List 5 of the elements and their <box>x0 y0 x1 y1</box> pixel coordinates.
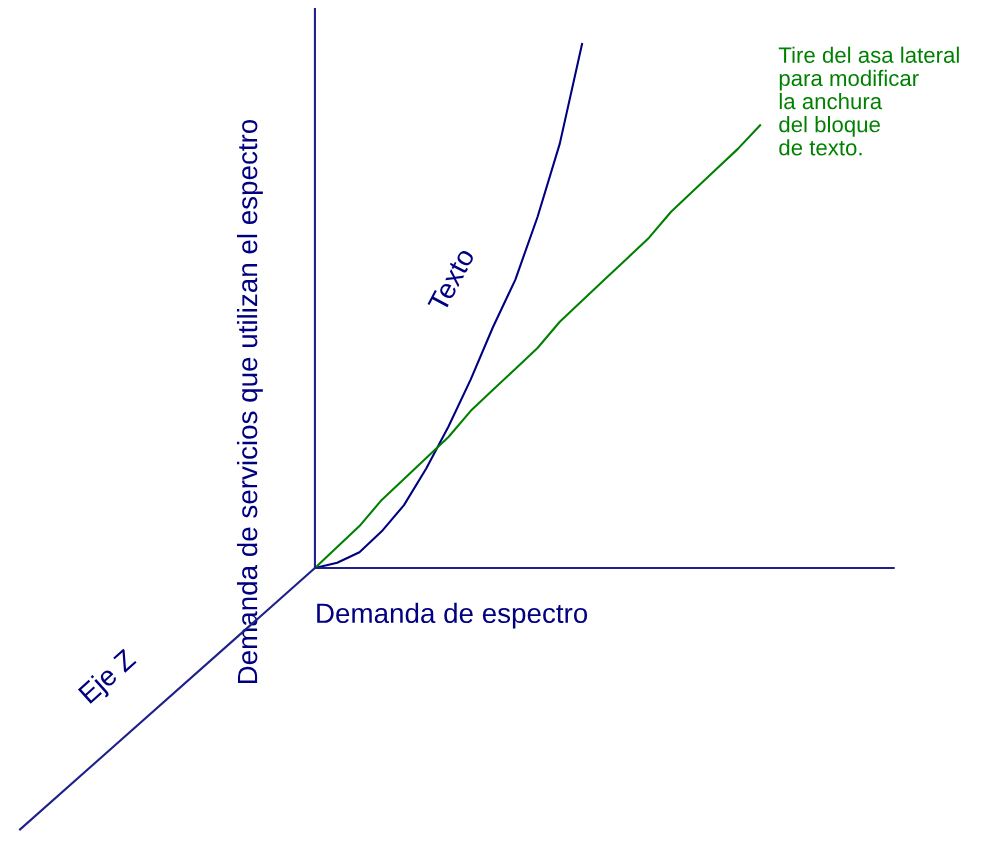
text: Eje Z <box>77 647 141 709</box>
annotation: Texto <box>427 246 475 314</box>
y-axis-title: Demanda de servicios que utilizan el espectro <box>236 119 263 684</box>
x-axis-title: Demanda de espectro <box>317 602 588 629</box>
annotation: Tire del asa lateral para modificar la anchura del bloque de texto. <box>778 46 959 156</box>
